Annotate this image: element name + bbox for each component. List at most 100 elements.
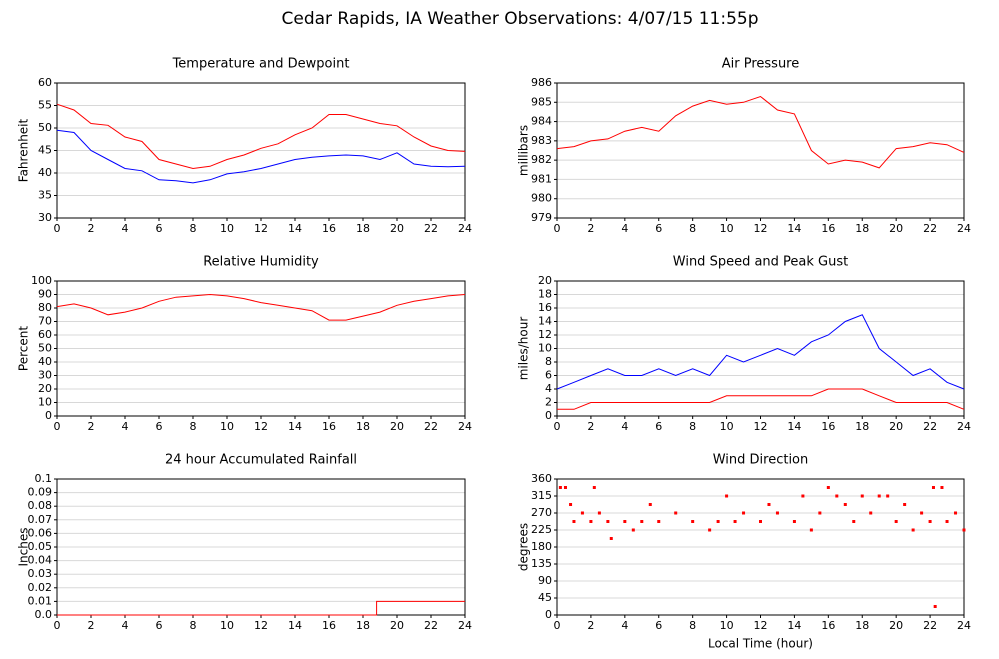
- x-tick-label: 24: [957, 222, 971, 235]
- x-tick-label: 4: [122, 420, 129, 433]
- x-tick-label: 8: [190, 222, 197, 235]
- x-tick-label: 22: [424, 222, 438, 235]
- chart-title: Air Pressure: [722, 57, 800, 72]
- y-tick-label: 315: [531, 489, 552, 502]
- x-tick-label: 14: [288, 222, 302, 235]
- y-tick-label: 100: [31, 274, 52, 287]
- x-tick-label: 22: [923, 619, 937, 632]
- y-tick-label: 50: [38, 121, 52, 134]
- y-tick-label: 0: [545, 608, 552, 621]
- x-tick-label: 6: [156, 222, 163, 235]
- y-tick-label: 0.03: [28, 567, 53, 580]
- data-line: [57, 600, 465, 616]
- data-point: [569, 503, 573, 506]
- x-axis-label: Local Time (hour): [708, 637, 813, 651]
- x-tick-label: 12: [254, 420, 268, 433]
- x-tick-label: 16: [821, 420, 835, 433]
- x-tick-label: 8: [689, 420, 696, 433]
- y-tick-label: 983: [531, 134, 552, 147]
- y-tick-label: 20: [38, 382, 52, 395]
- y-tick-label: 55: [38, 99, 52, 112]
- x-tick-label: 0: [554, 619, 561, 632]
- x-tick-label: 12: [254, 222, 268, 235]
- x-tick-label: 8: [190, 619, 197, 632]
- plot-frame: [556, 82, 965, 219]
- x-tick-label: 10: [720, 420, 734, 433]
- y-tick-label: 16: [538, 301, 552, 314]
- y-tick-label: 50: [38, 342, 52, 355]
- y-tick-label: 985: [531, 95, 552, 108]
- x-tick-label: 18: [356, 619, 370, 632]
- x-tick-label: 0: [54, 619, 61, 632]
- data-point: [558, 486, 562, 489]
- x-tick-label: 12: [754, 420, 768, 433]
- data-point: [759, 520, 762, 523]
- chart-title: Temperature and Dewpoint: [172, 57, 350, 72]
- y-tick-label: 6: [545, 369, 552, 382]
- x-tick-label: 18: [855, 420, 869, 433]
- y-tick-label: 45: [38, 144, 52, 157]
- data-point: [623, 520, 627, 523]
- x-tick-label: 6: [156, 420, 163, 433]
- x-tick-label: 6: [655, 420, 662, 433]
- x-tick-label: 20: [390, 619, 404, 632]
- data-point: [809, 528, 813, 532]
- x-tick-label: 20: [889, 420, 903, 433]
- data-point: [733, 520, 737, 523]
- x-tick-label: 12: [754, 619, 768, 632]
- data-point: [931, 486, 935, 489]
- x-tick-label: 18: [356, 222, 370, 235]
- x-tick-label: 10: [720, 619, 734, 632]
- data-point: [580, 511, 584, 515]
- y-tick-label: 0: [45, 409, 52, 422]
- y-tick-label: 60: [38, 328, 52, 341]
- page-title: Cedar Rapids, IA Weather Observations: 4…: [281, 9, 758, 29]
- x-tick-label: 24: [458, 420, 472, 433]
- data-point: [691, 520, 695, 523]
- x-tick-label: 16: [322, 420, 336, 433]
- data-line: [557, 388, 965, 410]
- data-point: [592, 486, 596, 489]
- data-line: [56, 129, 466, 184]
- data-point: [826, 486, 830, 489]
- x-tick-label: 14: [288, 619, 302, 632]
- data-point: [886, 494, 890, 498]
- x-tick-label: 10: [220, 222, 234, 235]
- y-tick-label: 90: [538, 574, 552, 587]
- x-tick-label: 16: [322, 222, 336, 235]
- x-tick-label: 6: [655, 619, 662, 632]
- y-tick-label: 0.07: [28, 513, 53, 526]
- data-point: [962, 528, 966, 532]
- data-point: [818, 511, 822, 515]
- data-point: [940, 486, 944, 489]
- x-tick-label: 18: [356, 420, 370, 433]
- data-point: [563, 486, 567, 489]
- y-tick-label: 0: [545, 409, 552, 422]
- data-point: [597, 511, 601, 515]
- data-point: [928, 520, 932, 523]
- data-point: [742, 511, 746, 515]
- y-axis-label: Inches: [17, 528, 31, 567]
- data-point: [657, 520, 661, 523]
- x-tick-label: 20: [390, 222, 404, 235]
- y-axis-label: degrees: [517, 523, 531, 571]
- y-tick-label: 0.02: [28, 581, 53, 594]
- x-tick-label: 24: [957, 619, 971, 632]
- plot-frame: [556, 478, 965, 616]
- x-tick-label: 0: [554, 222, 561, 235]
- data-point: [775, 511, 779, 515]
- y-tick-label: 135: [531, 557, 552, 570]
- data-line: [56, 293, 466, 321]
- y-tick-label: 986: [531, 76, 552, 89]
- x-tick-label: 12: [254, 619, 268, 632]
- data-point: [609, 537, 613, 540]
- y-tick-label: 0.05: [28, 540, 53, 553]
- data-point: [911, 528, 915, 532]
- x-tick-label: 18: [855, 222, 869, 235]
- x-tick-label: 6: [156, 619, 163, 632]
- data-point: [640, 520, 644, 523]
- y-tick-label: 0.1: [35, 472, 53, 485]
- y-tick-label: 982: [531, 153, 552, 166]
- data-point: [589, 520, 593, 523]
